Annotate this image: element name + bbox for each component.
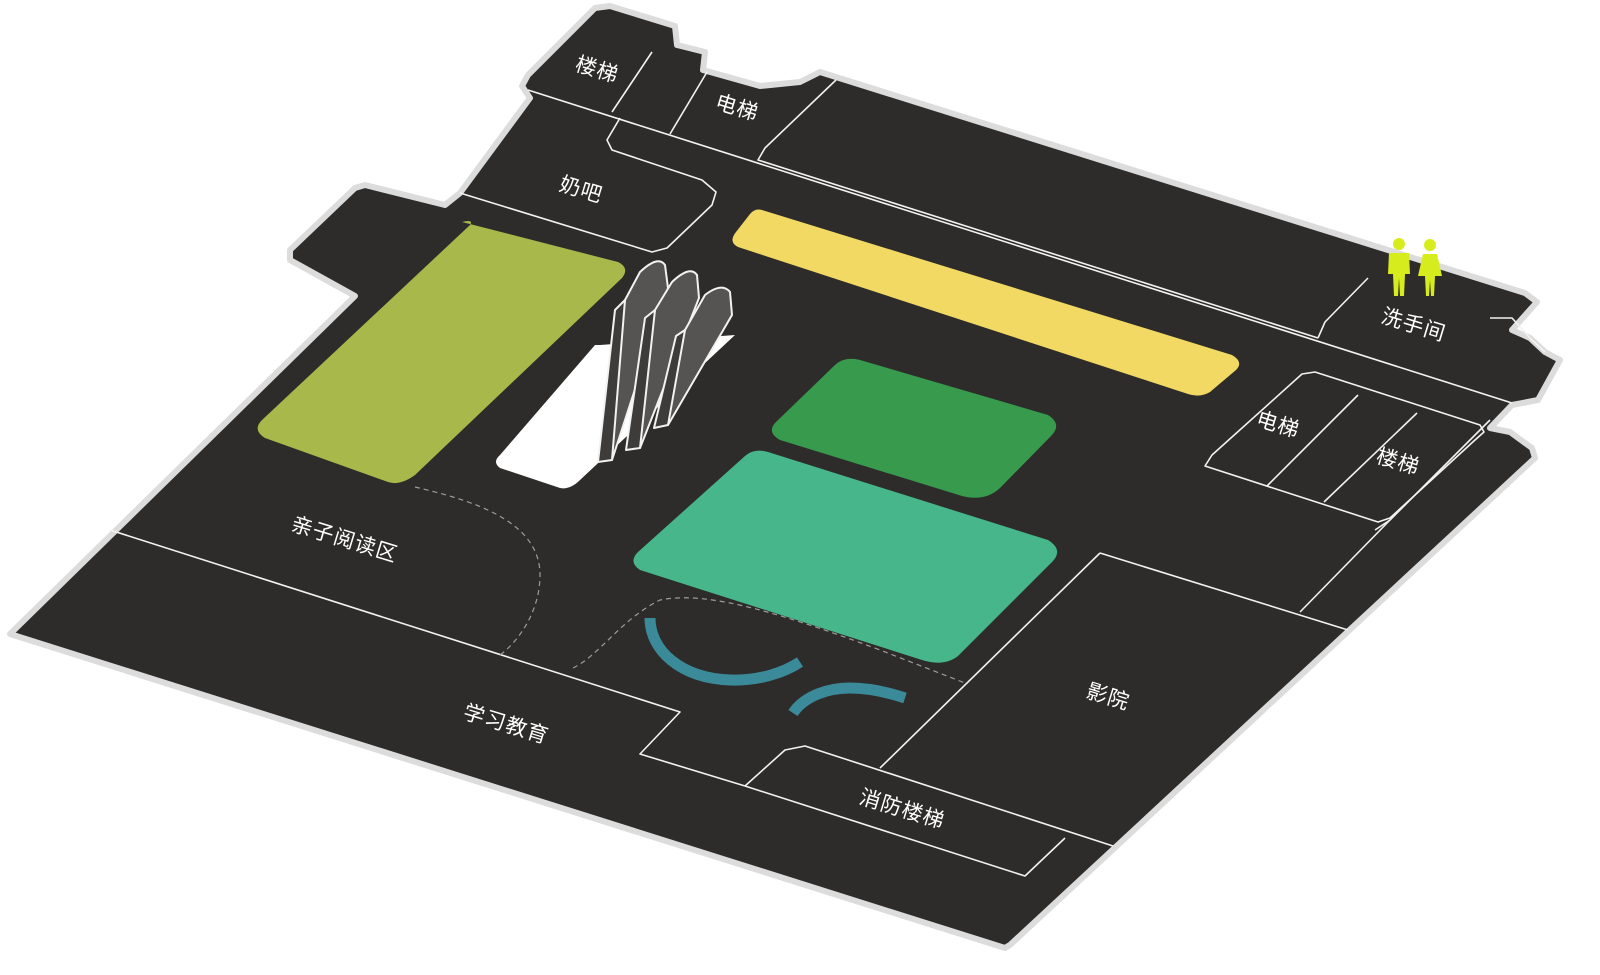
seating-arc-right[interactable] [788, 682, 907, 717]
display-block-bottom[interactable] [633, 450, 1058, 663]
reading-area-block[interactable] [257, 221, 626, 484]
room-outlines [109, 51, 1546, 877]
restroom-icon [1388, 238, 1442, 296]
service-counter[interactable] [732, 209, 1240, 396]
display-block-top[interactable] [771, 358, 1057, 498]
escalator-icon [597, 260, 733, 463]
zone-boundaries [414, 486, 966, 684]
seating-arc-left[interactable] [644, 617, 804, 686]
